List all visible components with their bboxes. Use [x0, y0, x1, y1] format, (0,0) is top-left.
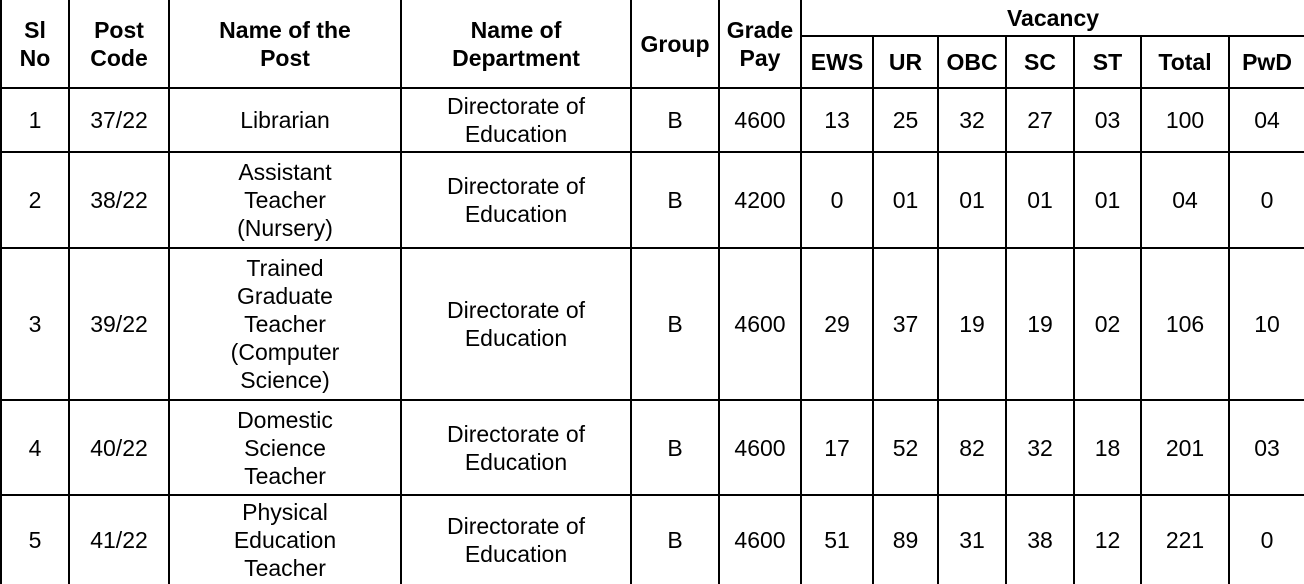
cell-group: B: [630, 247, 720, 401]
cell-post-name: Assistant Teacher (Nursery): [168, 151, 402, 249]
table-row: 4 40/22 Domestic Science Teacher Directo…: [0, 399, 1304, 496]
header-pwd: PwD: [1227, 35, 1304, 89]
cell-ur: 52: [872, 399, 939, 496]
cell-ur: 01: [872, 151, 939, 249]
header-st: ST: [1073, 35, 1142, 89]
cell-sl-no: 5: [0, 494, 70, 584]
cell-obc: 01: [937, 151, 1007, 249]
cell-post-name: Physical Education Teacher: [168, 494, 402, 584]
table-row: 2 38/22 Assistant Teacher (Nursery) Dire…: [0, 151, 1304, 249]
cell-department: Directorate of Education: [400, 87, 632, 153]
cell-ur: 37: [872, 247, 939, 401]
cell-total: 100: [1140, 87, 1230, 153]
cell-obc: 32: [937, 87, 1007, 153]
cell-sc: 32: [1005, 399, 1075, 496]
header-grade-pay: Grade Pay: [718, 0, 802, 89]
cell-pwd: 04: [1227, 87, 1304, 153]
header-post-name: Name of the Post: [168, 0, 402, 89]
cell-total: 201: [1140, 399, 1230, 496]
header-sl-no: Sl No: [0, 0, 70, 89]
cell-pwd: 0: [1227, 494, 1304, 584]
header-ews: EWS: [800, 35, 874, 89]
cell-post-code: 40/22: [68, 399, 170, 496]
cell-post-code: 41/22: [68, 494, 170, 584]
cell-ews: 13: [800, 87, 874, 153]
header-group: Group: [630, 0, 720, 89]
cell-ews: 17: [800, 399, 874, 496]
cell-pwd: 03: [1227, 399, 1304, 496]
cell-sl-no: 3: [0, 247, 70, 401]
cell-sc: 38: [1005, 494, 1075, 584]
cell-grade-pay: 4200: [718, 151, 802, 249]
cell-obc: 31: [937, 494, 1007, 584]
cell-pwd: 10: [1227, 247, 1304, 401]
cell-ews: 0: [800, 151, 874, 249]
cell-total: 106: [1140, 247, 1230, 401]
cell-st: 01: [1073, 151, 1142, 249]
cell-ur: 25: [872, 87, 939, 153]
cell-grade-pay: 4600: [718, 247, 802, 401]
cell-obc: 82: [937, 399, 1007, 496]
cell-st: 02: [1073, 247, 1142, 401]
cell-sc: 19: [1005, 247, 1075, 401]
cell-post-code: 37/22: [68, 87, 170, 153]
cell-department: Directorate of Education: [400, 151, 632, 249]
cell-grade-pay: 4600: [718, 87, 802, 153]
header-post-code: Post Code: [68, 0, 170, 89]
cell-post-code: 39/22: [68, 247, 170, 401]
cell-sc: 01: [1005, 151, 1075, 249]
cell-ews: 51: [800, 494, 874, 584]
header-sc: SC: [1005, 35, 1075, 89]
cell-sl-no: 4: [0, 399, 70, 496]
cell-grade-pay: 4600: [718, 399, 802, 496]
cell-post-name: Librarian: [168, 87, 402, 153]
cell-st: 03: [1073, 87, 1142, 153]
header-total: Total: [1140, 35, 1230, 89]
cell-sc: 27: [1005, 87, 1075, 153]
cell-sl-no: 1: [0, 87, 70, 153]
cell-group: B: [630, 494, 720, 584]
cell-department: Directorate of Education: [400, 399, 632, 496]
header-obc: OBC: [937, 35, 1007, 89]
table-row: 5 41/22 Physical Education Teacher Direc…: [0, 494, 1304, 584]
cell-post-name: Domestic Science Teacher: [168, 399, 402, 496]
header-department: Name of Department: [400, 0, 632, 89]
cell-pwd: 0: [1227, 151, 1304, 249]
cell-sl-no: 2: [0, 151, 70, 249]
cell-ur: 89: [872, 494, 939, 584]
cell-group: B: [630, 87, 720, 153]
cell-department: Directorate of Education: [400, 494, 632, 584]
cell-department: Directorate of Education: [400, 247, 632, 401]
header-vacancy: Vacancy: [799, 0, 1304, 37]
table-row: 1 37/22 Librarian Directorate of Educati…: [0, 87, 1304, 153]
cell-obc: 19: [937, 247, 1007, 401]
cell-grade-pay: 4600: [718, 494, 802, 584]
cell-group: B: [630, 151, 720, 249]
cell-total: 221: [1140, 494, 1230, 584]
cell-post-name: Trained Graduate Teacher (Computer Scien…: [168, 247, 402, 401]
cell-total: 04: [1140, 151, 1230, 249]
table-row: 3 39/22 Trained Graduate Teacher (Comput…: [0, 247, 1304, 401]
cell-st: 18: [1073, 399, 1142, 496]
cell-ews: 29: [800, 247, 874, 401]
header-ur: UR: [872, 35, 939, 89]
cell-post-code: 38/22: [68, 151, 170, 249]
cell-group: B: [630, 399, 720, 496]
cell-st: 12: [1073, 494, 1142, 584]
